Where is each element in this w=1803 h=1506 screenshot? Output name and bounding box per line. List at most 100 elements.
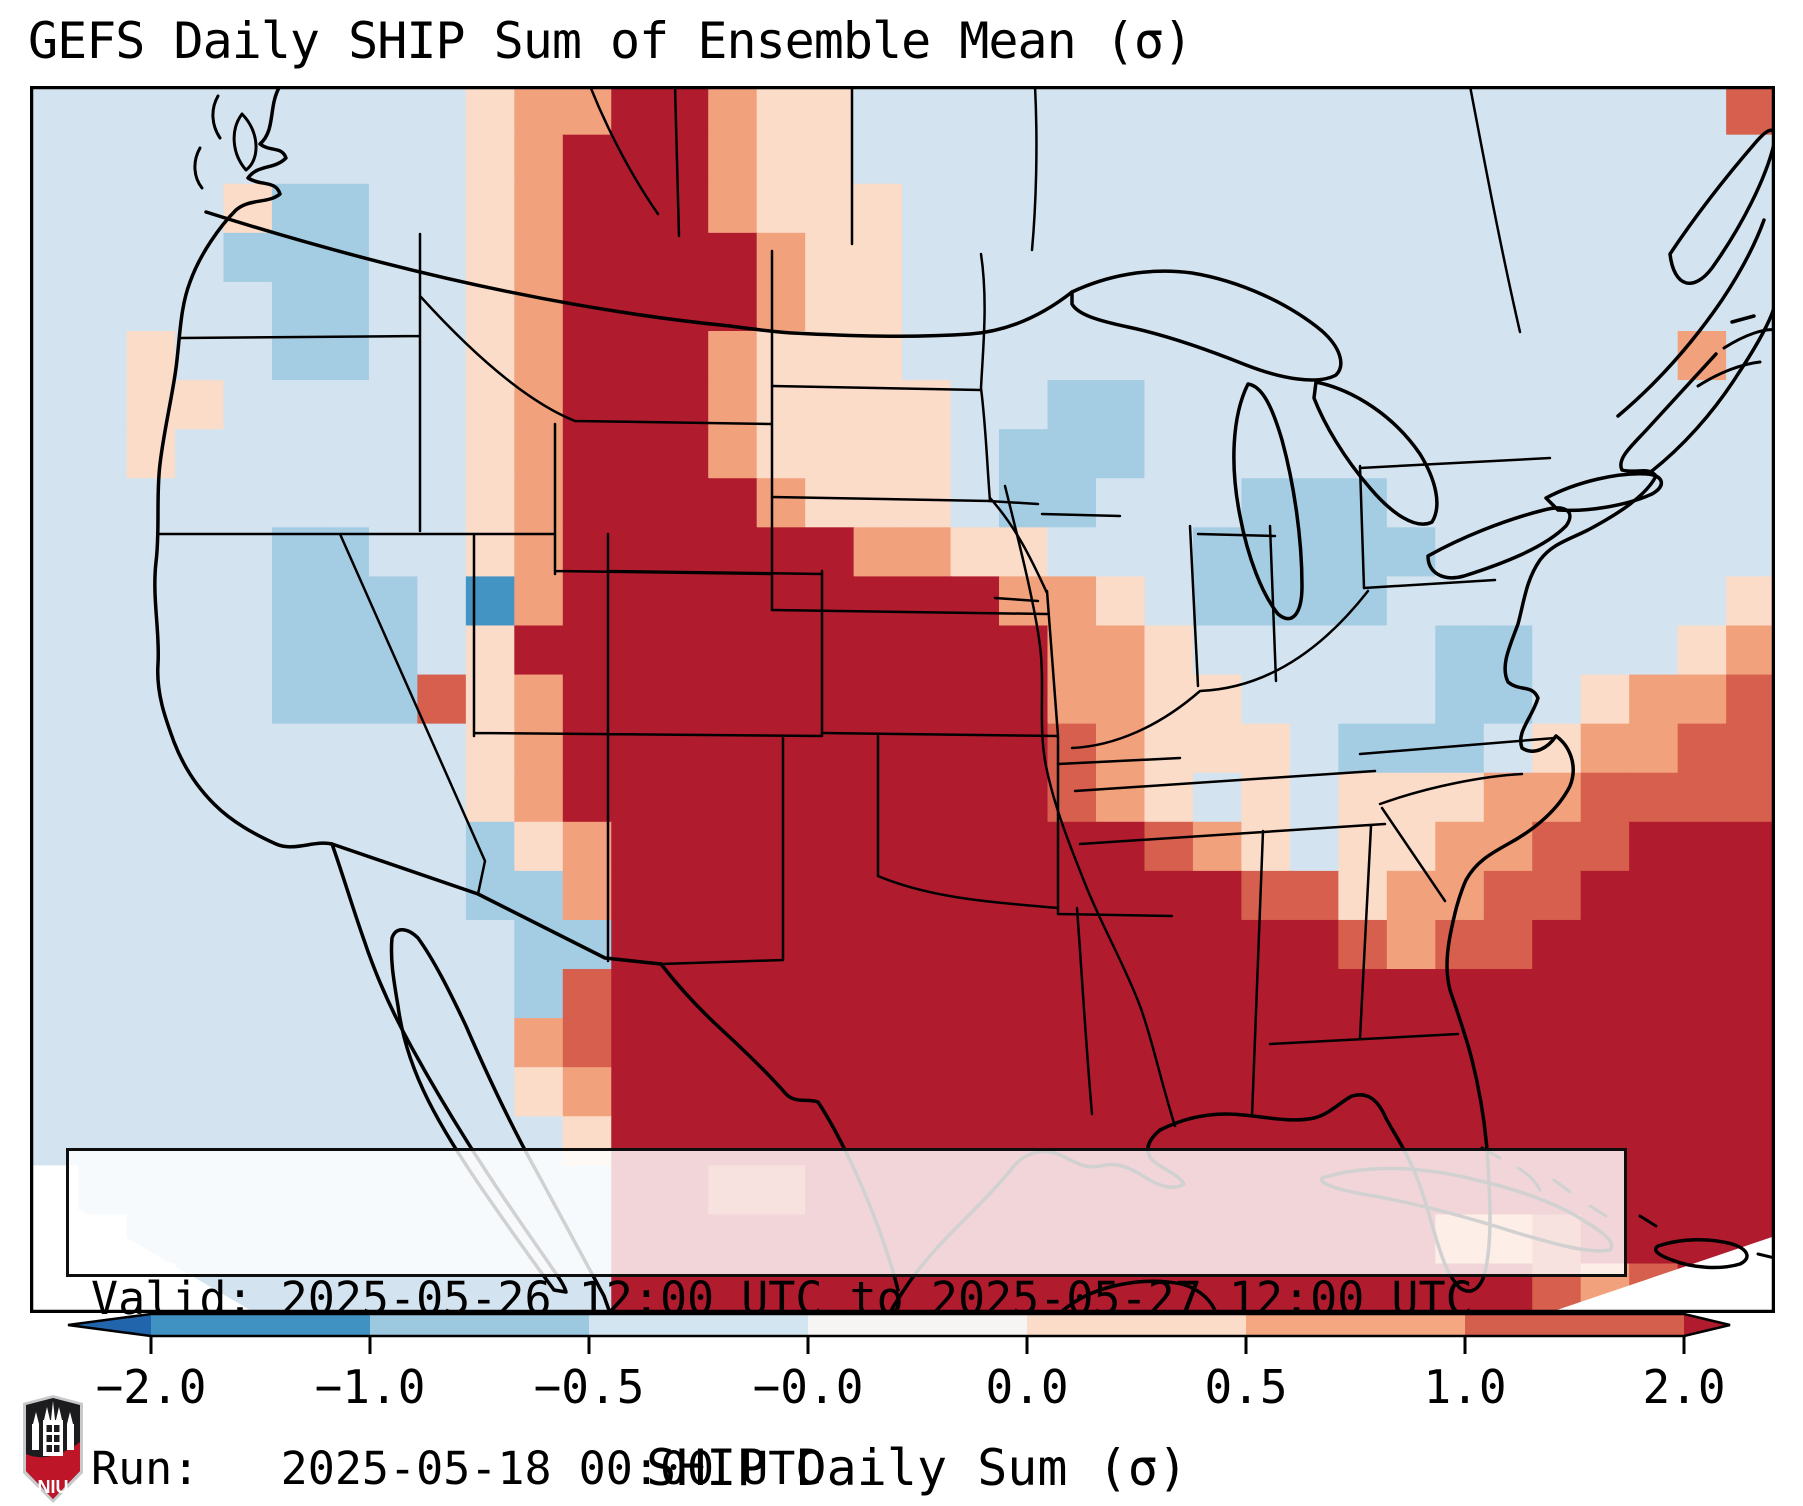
colorbar-segment: [1027, 1314, 1246, 1336]
heat-cell: [562, 969, 613, 1019]
heat-cell: [465, 870, 516, 921]
heat-cell: [708, 429, 758, 480]
heat-cell: [1386, 478, 1437, 529]
heat-cell: [30, 281, 79, 332]
heat-cell: [562, 870, 613, 921]
heat-cell: [175, 723, 225, 774]
heat-cell: [999, 380, 1049, 430]
heat-cell: [902, 919, 952, 970]
heat-cell: [30, 870, 79, 921]
heat-cell: [1580, 1067, 1630, 1118]
colorbar-tick-label: 0.5: [1204, 1360, 1287, 1414]
heat-cell: [1047, 1018, 1097, 1068]
heat-cell: [902, 1067, 952, 1118]
colorbar-ticks: [149, 1336, 1686, 1354]
heat-cell: [562, 821, 613, 872]
heat-cell: [417, 478, 467, 529]
heat-cell: [1338, 86, 1388, 136]
heat-cell: [126, 969, 176, 1019]
heat-cell: [805, 1018, 855, 1068]
heat-cell: [708, 331, 758, 381]
heat-cell: [223, 576, 273, 627]
heat-cell: [756, 86, 806, 136]
heat-cell: [1629, 870, 1679, 921]
heat-cell: [175, 969, 225, 1019]
heat-cell: [562, 478, 613, 529]
heat-cell: [30, 919, 79, 970]
heat-cell: [368, 625, 419, 676]
heat-cell: [1289, 674, 1340, 725]
heat-cell: [1386, 969, 1437, 1019]
heat-cell: [78, 576, 128, 627]
heat-cell: [562, 527, 613, 578]
heat-cell: [368, 723, 419, 774]
colorbar-tick-label: −2.0: [96, 1360, 207, 1414]
heat-cell: [126, 478, 176, 529]
heat-cell: [1532, 380, 1582, 430]
heat-cell: [1241, 232, 1291, 283]
heat-cell: [902, 723, 952, 774]
heat-cell: [514, 576, 564, 627]
heat-cell: [1483, 380, 1534, 430]
heat-cell: [853, 674, 903, 725]
heat-cell: [1726, 232, 1775, 283]
heat-cell: [1726, 723, 1775, 774]
heat-cell: [1483, 429, 1534, 480]
heat-cell: [950, 870, 1000, 921]
heat-cell: [756, 870, 806, 921]
heat-cell: [1629, 919, 1679, 970]
heat-cell: [1677, 1018, 1727, 1068]
heat-cell: [1580, 232, 1630, 283]
heat-cell: [1047, 429, 1097, 480]
heat-cell: [1241, 969, 1291, 1019]
heat-cell: [756, 429, 806, 480]
heat-cell: [950, 478, 1000, 529]
heat-cell: [1629, 772, 1679, 823]
heat-cell: [1241, 1067, 1291, 1118]
heat-cell: [1144, 625, 1194, 676]
heat-cell: [78, 527, 128, 578]
lake-huron: [1312, 380, 1439, 526]
heat-cell: [1289, 772, 1340, 823]
heat-cell: [756, 380, 806, 430]
heat-cell: [1144, 281, 1194, 332]
heat-cell: [756, 1067, 806, 1118]
heat-cell: [999, 134, 1049, 185]
heat-cell: [659, 772, 710, 823]
heat-cell: [1580, 821, 1630, 872]
heat-cell: [514, 1067, 564, 1118]
heat-cell: [902, 86, 952, 136]
heat-cell: [853, 870, 903, 921]
heat-cell: [271, 625, 322, 676]
heat-cell: [78, 723, 128, 774]
heat-cell: [902, 772, 952, 823]
heat-cell: [902, 576, 952, 627]
heat-cell: [223, 870, 273, 921]
heat-cell: [1483, 576, 1534, 627]
heat-cell: [514, 331, 564, 381]
heat-cell: [1289, 429, 1340, 480]
heat-cell: [78, 232, 128, 283]
colorbar-extend-min-arrow: [68, 1314, 151, 1336]
heat-cell: [1095, 527, 1146, 578]
heat-cell: [1435, 281, 1485, 332]
heat-cell: [1192, 1067, 1243, 1118]
heat-cell: [1289, 183, 1340, 234]
heat-cell: [1047, 821, 1097, 872]
heat-cell: [562, 919, 613, 970]
heat-cell: [805, 919, 855, 970]
heat-cell: [1192, 183, 1243, 234]
heat-cell: [320, 919, 370, 970]
heat-cell: [30, 86, 79, 136]
heat-cell: [271, 380, 322, 430]
heat-cell: [175, 527, 225, 578]
heat-cell: [999, 919, 1049, 970]
heat-cell: [1192, 380, 1243, 430]
heat-cell: [708, 625, 758, 676]
heat-cell: [950, 625, 1000, 676]
heat-cell: [902, 281, 952, 332]
heat-cell: [1726, 772, 1775, 823]
heat-cell: [320, 429, 370, 480]
heat-cell: [1241, 723, 1291, 774]
